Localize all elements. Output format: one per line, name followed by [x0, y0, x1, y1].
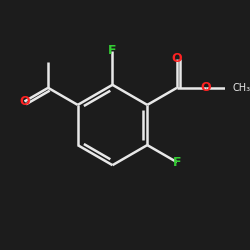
- Text: F: F: [172, 156, 181, 169]
- Text: O: O: [172, 52, 182, 65]
- Text: O: O: [19, 95, 30, 108]
- Text: O: O: [200, 81, 211, 94]
- Text: F: F: [108, 44, 117, 57]
- Text: CH₃: CH₃: [233, 83, 250, 93]
